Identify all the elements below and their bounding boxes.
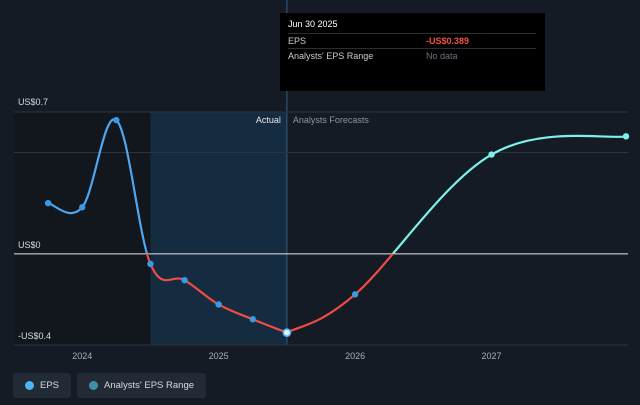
actual-region-shade	[150, 112, 287, 345]
tooltip-eps-value: -US$0.389	[426, 36, 470, 46]
forecast-region-label: Analysts Forecasts	[293, 115, 370, 125]
tooltip-panel: Jun 30 2025 EPS -US$0.389 Analysts' EPS …	[280, 13, 545, 91]
eps-line-negative	[145, 253, 288, 334]
x-tick-label: 2025	[209, 351, 229, 361]
actual-region-label: Actual	[256, 115, 281, 125]
x-tick-label: 2024	[72, 351, 92, 361]
tooltip-date: Jun 30 2025	[288, 19, 338, 29]
tooltip-row-range: Analysts' EPS Range No data	[288, 48, 536, 63]
x-tick-label: 2027	[482, 351, 502, 361]
tooltip-range-value: No data	[426, 51, 458, 61]
legend-range-label: Analysts' EPS Range	[104, 380, 195, 391]
eps-point	[113, 116, 120, 124]
forecast-line-positive	[391, 134, 629, 254]
tooltip-eps-label: EPS	[288, 36, 307, 46]
eps-legend-dot-icon	[25, 381, 34, 390]
eps-point	[147, 260, 154, 268]
tooltip-range-label: Analysts' EPS Range	[288, 51, 374, 61]
legend-item-eps[interactable]: EPS	[13, 373, 72, 398]
legend: EPS Analysts' EPS Range	[13, 373, 207, 398]
forecast-point	[351, 291, 359, 298]
x-tick-label: 2026	[345, 351, 365, 361]
forecast-line-negative	[286, 253, 395, 334]
legend-item-eps-range[interactable]: Analysts' EPS Range	[77, 373, 207, 398]
range-legend-dot-icon	[89, 381, 99, 390]
y-tick-label: US$0	[18, 240, 41, 250]
past-region-shade	[14, 112, 151, 345]
legend-eps-label: EPS	[40, 380, 60, 391]
forecast-point	[488, 151, 495, 158]
y-tick-label: US$0.7	[18, 97, 48, 107]
eps-point	[249, 316, 256, 323]
eps-highlight-point	[282, 328, 292, 337]
tooltip-row-eps: EPS -US$0.389	[288, 33, 536, 48]
eps-point	[215, 301, 222, 308]
eps-point	[44, 199, 52, 207]
eps-line-positive	[47, 118, 149, 254]
forecast-point	[622, 133, 630, 140]
eps-point	[181, 276, 188, 284]
y-tick-label: -US$0.4	[18, 331, 51, 341]
eps-point	[79, 204, 86, 211]
